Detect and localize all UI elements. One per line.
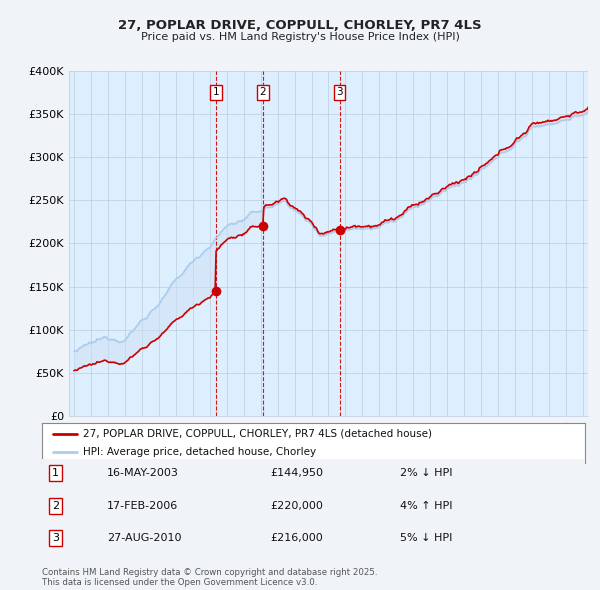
Text: 1: 1 <box>52 468 59 478</box>
Text: 4% ↑ HPI: 4% ↑ HPI <box>400 501 453 510</box>
Text: £144,950: £144,950 <box>270 468 323 478</box>
Text: 5% ↓ HPI: 5% ↓ HPI <box>400 533 453 543</box>
Text: 3: 3 <box>52 533 59 543</box>
Text: 27, POPLAR DRIVE, COPPULL, CHORLEY, PR7 4LS (detached house): 27, POPLAR DRIVE, COPPULL, CHORLEY, PR7 … <box>83 429 432 439</box>
Text: 2: 2 <box>260 87 266 97</box>
Text: £220,000: £220,000 <box>270 501 323 510</box>
Text: 2: 2 <box>52 501 59 510</box>
Text: 27, POPLAR DRIVE, COPPULL, CHORLEY, PR7 4LS: 27, POPLAR DRIVE, COPPULL, CHORLEY, PR7 … <box>118 19 482 32</box>
Text: HPI: Average price, detached house, Chorley: HPI: Average price, detached house, Chor… <box>83 447 316 457</box>
Text: 1: 1 <box>213 87 220 97</box>
Text: £216,000: £216,000 <box>270 533 323 543</box>
Text: Contains HM Land Registry data © Crown copyright and database right 2025.
This d: Contains HM Land Registry data © Crown c… <box>42 568 377 587</box>
Text: 17-FEB-2006: 17-FEB-2006 <box>107 501 178 510</box>
Text: 16-MAY-2003: 16-MAY-2003 <box>107 468 179 478</box>
Text: 2% ↓ HPI: 2% ↓ HPI <box>400 468 453 478</box>
Text: 27-AUG-2010: 27-AUG-2010 <box>107 533 182 543</box>
Text: Price paid vs. HM Land Registry's House Price Index (HPI): Price paid vs. HM Land Registry's House … <box>140 32 460 42</box>
Text: 3: 3 <box>336 87 343 97</box>
